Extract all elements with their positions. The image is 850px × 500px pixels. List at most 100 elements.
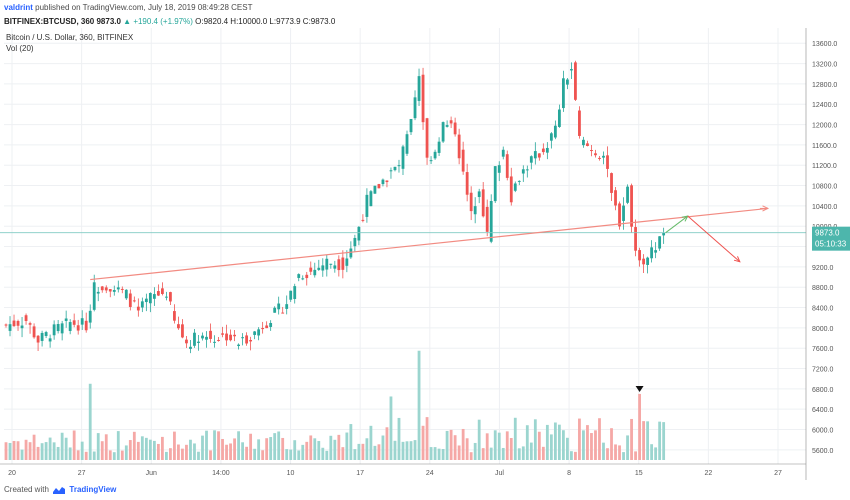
volume-bar bbox=[461, 428, 465, 460]
candle-body bbox=[493, 166, 497, 202]
candle-body bbox=[237, 344, 240, 347]
volume-bar bbox=[72, 430, 76, 460]
candle-body bbox=[594, 153, 597, 156]
volume-bar bbox=[606, 448, 609, 460]
candle-body bbox=[112, 290, 116, 292]
x-tick-label: 10 bbox=[287, 470, 295, 477]
volume-bar bbox=[614, 444, 617, 460]
y-tick-label: 12400.0 bbox=[812, 102, 837, 109]
candle-body bbox=[606, 155, 609, 169]
volume-bar bbox=[169, 448, 172, 460]
volume-bar bbox=[112, 452, 116, 460]
ticker-label: BITFINEX:BTCUSD, 360 bbox=[4, 17, 95, 26]
volume-bar bbox=[634, 451, 637, 460]
candle-body bbox=[8, 324, 12, 331]
candle-body bbox=[84, 320, 88, 331]
trendline-arrow-head bbox=[762, 205, 770, 212]
volume-bar bbox=[48, 437, 52, 460]
candle-body bbox=[541, 148, 545, 153]
candle-body bbox=[634, 227, 637, 251]
candle-body bbox=[313, 269, 317, 276]
candle-body bbox=[425, 118, 429, 158]
candle-body bbox=[501, 149, 505, 157]
volume-bar bbox=[189, 439, 192, 460]
y-tick-label: 12000.0 bbox=[812, 123, 837, 130]
candle-body bbox=[249, 339, 253, 342]
candle-body bbox=[662, 232, 666, 236]
candle-body bbox=[261, 327, 265, 330]
candle-body bbox=[405, 134, 409, 154]
candle-body bbox=[630, 185, 633, 227]
price-tag-countdown: 05:10:33 bbox=[815, 240, 847, 249]
candle-body bbox=[209, 330, 212, 339]
volume-bar bbox=[92, 451, 96, 460]
candle-body bbox=[20, 325, 24, 329]
volume-bar bbox=[165, 451, 168, 460]
candle-body bbox=[533, 151, 537, 159]
volume-bar bbox=[277, 431, 281, 460]
volume-bar bbox=[582, 430, 585, 460]
time-axis[interactable]: 20 27 Jun 14:00 10 17 24 Jul 8 15 22 27 bbox=[0, 463, 806, 477]
candle-body bbox=[273, 307, 277, 313]
volume-bar bbox=[469, 452, 473, 460]
candle-body bbox=[373, 185, 377, 194]
candle-body bbox=[185, 339, 188, 344]
candle-body bbox=[477, 191, 481, 198]
volume-bar bbox=[205, 430, 208, 460]
candle-body bbox=[545, 147, 549, 153]
candle-body bbox=[485, 206, 489, 232]
candle-body bbox=[529, 156, 533, 163]
volume-bars bbox=[4, 350, 666, 460]
volume-bar bbox=[197, 451, 200, 460]
x-tick-label: Jul bbox=[495, 470, 504, 477]
candle-body bbox=[152, 294, 156, 299]
volume-bar bbox=[136, 441, 140, 460]
candle-body bbox=[4, 324, 8, 326]
candle-body bbox=[341, 257, 345, 270]
candle-body bbox=[473, 206, 477, 215]
y-tick-label: 7200.0 bbox=[812, 367, 834, 374]
price-chart[interactable]: 5600.0 6000.0 6400.0 6800.0 7200.0 7600.0 8000… bbox=[0, 28, 850, 480]
projection-down-arrow bbox=[687, 215, 741, 263]
candle-body bbox=[505, 154, 509, 178]
volume-bar bbox=[233, 438, 236, 460]
volume-bar bbox=[273, 433, 277, 460]
volume-bar bbox=[417, 350, 421, 460]
volume-bar bbox=[517, 448, 521, 460]
volume-bar bbox=[646, 421, 650, 460]
candle-body bbox=[124, 289, 128, 299]
y-tick-label: 9200.0 bbox=[812, 265, 834, 272]
volume-legend: Vol (20) bbox=[6, 44, 34, 53]
y-tick-label: 6800.0 bbox=[812, 387, 834, 394]
candle-body bbox=[80, 318, 84, 325]
candle-body bbox=[413, 97, 417, 119]
candle-body bbox=[325, 258, 329, 270]
volume-bar bbox=[433, 447, 437, 460]
volume-bar bbox=[241, 442, 244, 460]
candle-body bbox=[76, 325, 80, 331]
footer: Created with TradingView bbox=[0, 480, 850, 500]
x-tick-label: 8 bbox=[567, 470, 571, 477]
volume-bar bbox=[654, 447, 658, 460]
volume-bar bbox=[566, 437, 569, 460]
candle-body bbox=[353, 237, 357, 247]
volume-bar bbox=[8, 442, 12, 460]
candle-body bbox=[429, 160, 433, 162]
volume-bar bbox=[104, 434, 108, 460]
volume-bar bbox=[361, 443, 365, 460]
author-name[interactable]: valdrint bbox=[4, 3, 33, 12]
publication-header: valdrint published on TradingView.com, J… bbox=[0, 0, 850, 16]
volume-bar bbox=[116, 431, 120, 460]
volume-bar bbox=[293, 440, 297, 460]
candle-body bbox=[16, 321, 20, 326]
candle-body bbox=[401, 146, 405, 169]
price-axis[interactable]: 5600.0 6000.0 6400.0 6800.0 7200.0 7600.0 8000… bbox=[805, 28, 837, 480]
volume-bar bbox=[185, 444, 188, 460]
volume-bar bbox=[642, 421, 645, 460]
x-tick-label: 20 bbox=[8, 470, 16, 477]
tradingview-link[interactable]: TradingView bbox=[69, 485, 117, 494]
volume-bar bbox=[249, 433, 253, 460]
y-tick-label: 6000.0 bbox=[812, 428, 834, 435]
y-tick-label: 7600.0 bbox=[812, 346, 834, 353]
volume-bar bbox=[40, 443, 44, 460]
